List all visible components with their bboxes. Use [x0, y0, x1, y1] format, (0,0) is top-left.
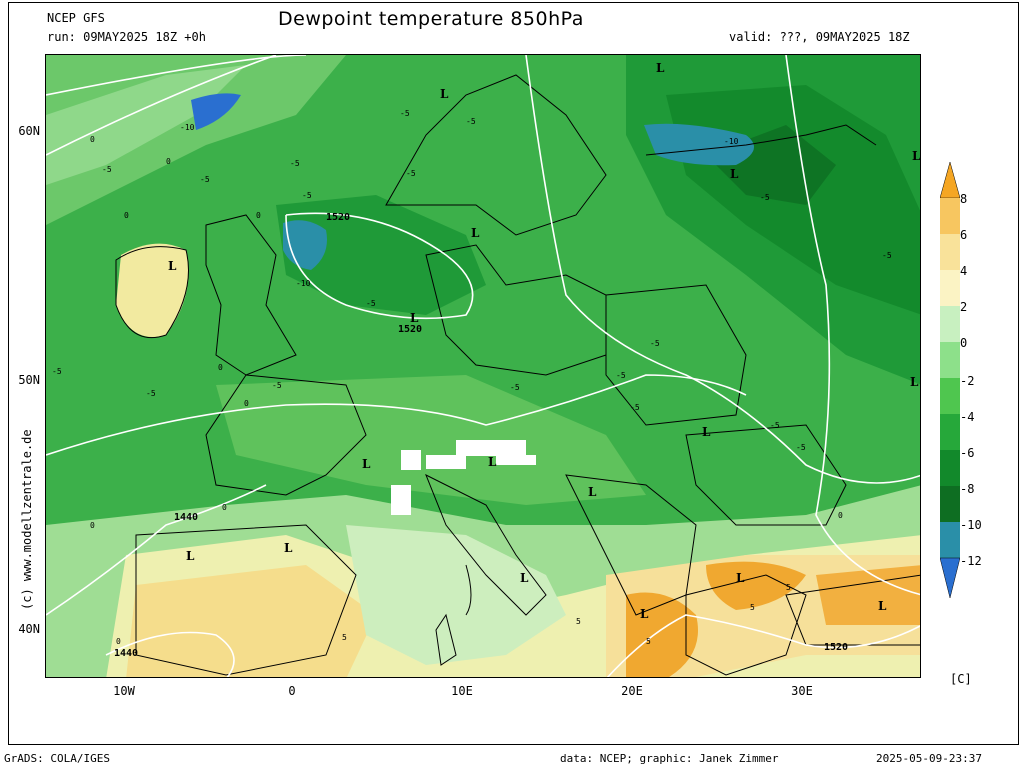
contour-label: -5 — [400, 109, 410, 118]
dewpoint-field — [46, 55, 920, 677]
lat-label-50n: 50N — [18, 373, 40, 387]
low-pressure-label: L — [640, 607, 649, 621]
contour-label: 5 — [786, 583, 791, 592]
contour-label: 0 — [90, 521, 95, 530]
footer-credits: data: NCEP; graphic: Janek Zimmer — [560, 752, 779, 765]
low-pressure-label: L — [168, 259, 177, 273]
figure-frame — [8, 2, 1019, 745]
contour-label: -5 — [102, 165, 112, 174]
contour-label: -5 — [630, 403, 640, 412]
contour-label: -5 — [760, 193, 770, 202]
contour-label: 5 — [750, 603, 755, 612]
low-pressure-label: L — [656, 61, 665, 75]
contour-label: -10 — [724, 137, 739, 146]
lon-label-10e: 10E — [451, 684, 473, 698]
colorbar-tick: -6 — [960, 446, 975, 460]
contour-label: 0 — [244, 399, 249, 408]
low-pressure-label: L — [520, 571, 529, 585]
contour-label: -5 — [302, 191, 312, 200]
contour-label: -5 — [406, 169, 416, 178]
isohypse-label: 1520 — [398, 324, 423, 335]
lon-label-30e: 30E — [791, 684, 813, 698]
low-pressure-label: L — [912, 149, 921, 163]
contour-label: -5 — [510, 383, 520, 392]
contour-label: -5 — [272, 381, 282, 390]
isohypse-label: 1520 — [824, 642, 849, 653]
low-pressure-label: L — [410, 311, 419, 325]
contour-label: -5 — [770, 421, 780, 430]
lon-label-10w: 10W — [113, 684, 135, 698]
contour-label: 0 — [838, 511, 843, 520]
contour-label: -5 — [290, 159, 300, 168]
isohypse-label: 1440 — [114, 648, 139, 659]
low-pressure-label: L — [702, 425, 711, 439]
colorbar-tick: -12 — [960, 554, 982, 568]
contour-label: 0 — [218, 363, 223, 372]
isohypse-label: 1520 — [326, 212, 351, 223]
contour-label: 5 — [576, 617, 581, 626]
colorbar-unit: [C] — [950, 672, 972, 686]
isohypse-label: 1440 — [174, 512, 199, 523]
contour-label: 0 — [166, 157, 171, 166]
colorbar-tick: -4 — [960, 410, 975, 424]
low-pressure-label: L — [488, 455, 497, 469]
contour-label: -10 — [180, 123, 195, 132]
low-pressure-label: L — [910, 375, 919, 389]
colorbar-tick: 2 — [960, 300, 968, 314]
weather-map: L L L L L L L L L L L L L L L L L L 1520… — [45, 54, 921, 678]
colorbar-tick: 8 — [960, 192, 968, 206]
contour-label: -5 — [146, 389, 156, 398]
low-pressure-label: L — [440, 87, 449, 101]
colorbar-tick: -8 — [960, 482, 975, 496]
contour-label: 0 — [124, 211, 129, 220]
colorbar-tick: 6 — [960, 228, 968, 242]
valid-time: valid: ???, 09MAY2025 18Z — [729, 30, 910, 44]
contour-label: -5 — [796, 443, 806, 452]
contour-label: -5 — [650, 339, 660, 348]
low-pressure-label: L — [471, 226, 480, 240]
contour-label: 5 — [646, 637, 651, 646]
contour-label: -5 — [200, 175, 210, 184]
copyright-side-text: (c) www.modellzentrale.de — [20, 429, 34, 610]
low-pressure-label: L — [730, 167, 739, 181]
map-title: Dewpoint temperature 850hPa — [278, 8, 584, 30]
contour-label: -5 — [616, 371, 626, 380]
footer-timestamp: 2025-05-09-23:37 — [876, 752, 982, 765]
colorbar-tick: 0 — [960, 336, 968, 350]
lat-label-60n: 60N — [18, 124, 40, 138]
contour-label: -5 — [52, 367, 62, 376]
lon-label-20e: 20E — [621, 684, 643, 698]
contour-label: -5 — [882, 251, 892, 260]
footer-software: GrADS: COLA/IGES — [4, 752, 110, 765]
run-time: run: 09MAY2025 18Z +0h — [47, 30, 206, 44]
lon-label-0: 0 — [288, 684, 296, 698]
colorbar-tick: -10 — [960, 518, 982, 532]
contour-label: -5 — [466, 117, 476, 126]
contour-label: 0 — [116, 637, 121, 646]
colorbar-tick: 4 — [960, 264, 968, 278]
contour-label: -5 — [366, 299, 376, 308]
contour-label: 0 — [222, 503, 227, 512]
low-pressure-label: L — [736, 571, 745, 585]
low-pressure-label: L — [588, 485, 597, 499]
colorbar — [940, 162, 960, 599]
low-pressure-label: L — [362, 457, 371, 471]
contour-label: 0 — [90, 135, 95, 144]
model-name: NCEP GFS — [47, 11, 105, 25]
contour-label: 5 — [342, 633, 347, 642]
contour-label: -10 — [296, 279, 311, 288]
lat-label-40n: 40N — [18, 622, 40, 636]
low-pressure-label: L — [186, 549, 195, 563]
contour-label: 0 — [256, 211, 261, 220]
colorbar-tick: -2 — [960, 374, 975, 388]
low-pressure-label: L — [284, 541, 293, 555]
low-pressure-label: L — [878, 599, 887, 613]
